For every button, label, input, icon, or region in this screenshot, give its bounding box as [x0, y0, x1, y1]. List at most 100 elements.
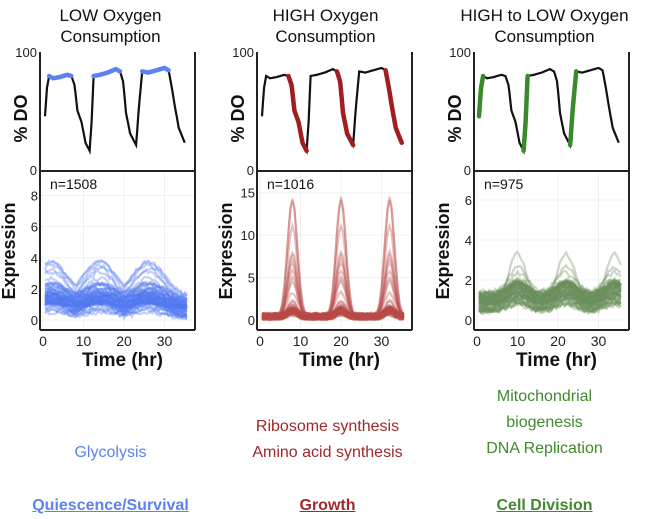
x-tick-label: 30: [157, 333, 173, 349]
expression-line: [478, 291, 621, 304]
expression-line: [261, 305, 405, 320]
expression-line: [44, 265, 188, 307]
expression-line: [261, 199, 405, 319]
expression-line: [262, 309, 405, 318]
expression-line: [262, 289, 404, 317]
expression-line: [478, 276, 622, 302]
process-list-high-to-low: Mitochondrial biogenesis DNA Replication: [437, 384, 652, 462]
expression-line: [478, 289, 622, 314]
do-tick-label: 100: [15, 45, 37, 60]
expression-line: [261, 247, 405, 320]
expression-line: [261, 312, 405, 321]
expression-line: [261, 221, 405, 320]
expression-axis-label: Expression: [433, 202, 453, 299]
expression-line: [261, 298, 405, 320]
expression-line: [261, 300, 405, 318]
title-line: LOW Oxygen: [59, 6, 162, 25]
expression-line: [261, 303, 405, 317]
expr-tick-label: 0: [465, 313, 472, 328]
expression-line: [261, 258, 405, 320]
expression-line: [261, 308, 405, 321]
expression-line: [261, 309, 405, 321]
expression-line: [478, 284, 621, 298]
expression-line: [479, 294, 622, 312]
expression-line: [261, 308, 405, 319]
do-highlight-segment: [334, 69, 356, 148]
expression-line: [44, 291, 188, 310]
expression-line: [478, 284, 622, 303]
x-tick-label: 10: [510, 333, 526, 349]
x-axis-label: Time (hr): [516, 350, 597, 371]
do-highlight-segment: [91, 66, 123, 79]
x-tick-label: 30: [374, 333, 390, 349]
expression-line: [478, 289, 622, 307]
n-count-label: n=975: [484, 176, 524, 192]
expression-line: [261, 310, 405, 319]
expression-line: [44, 284, 188, 301]
expression-line: [44, 280, 188, 306]
expression-line: [478, 289, 622, 309]
expression-line: [44, 294, 188, 311]
expression-line: [44, 299, 187, 313]
title-line: HIGH to LOW Oxygen: [460, 6, 629, 25]
expression-axis-label: Expression: [0, 202, 19, 299]
expression-line: [261, 310, 405, 321]
expression-line: [478, 292, 622, 307]
expression-line: [478, 291, 621, 307]
expression-line: [44, 289, 188, 303]
expr-tick-label: 15: [241, 186, 255, 201]
expression-line: [478, 281, 622, 304]
expression-line: [478, 295, 622, 313]
expression-line: [261, 306, 405, 317]
expression-line: [44, 275, 188, 309]
expression-line: [478, 286, 622, 309]
expression-line: [261, 306, 404, 319]
expression-line: [44, 287, 188, 304]
x-axis-label: Time (hr): [299, 350, 380, 371]
process-label: Mitochondrial: [496, 388, 593, 405]
expression-line: [478, 285, 622, 303]
expression-line: [261, 306, 405, 317]
expression-line: [44, 291, 188, 309]
process-list-high: Ribosome synthesis Amino acid synthesis: [220, 414, 435, 466]
expression-line: [478, 283, 622, 308]
expression-line: [44, 284, 188, 304]
expression-line: [44, 280, 188, 297]
expression-line: [44, 258, 188, 298]
expression-line: [44, 299, 188, 313]
expression-line: [44, 301, 188, 319]
expression-line: [478, 282, 622, 307]
expression-line: [44, 298, 188, 310]
do-axis-label: % DO: [228, 94, 248, 142]
do-tick-label: 100: [449, 45, 471, 60]
expr-tick-label: 0: [248, 313, 255, 328]
expression-line: [261, 310, 405, 322]
expression-line: [44, 289, 188, 304]
expression-line: [261, 308, 404, 320]
do-highlight-segment: [286, 73, 309, 154]
expression-line: [478, 278, 621, 300]
expression-line: [44, 298, 188, 320]
expression-line: [44, 299, 188, 315]
category-cell-division: Cell Division: [496, 497, 593, 514]
panel-title-low: LOW Oxygen Consumption: [3, 5, 218, 47]
expression-line: [261, 306, 405, 320]
do-highlight-segment: [139, 65, 171, 75]
expression-line: [478, 297, 622, 315]
title-line: Consumption: [275, 27, 376, 46]
expression-line: [44, 299, 188, 317]
expression-line: [478, 281, 622, 301]
process-label: Glycolysis: [74, 444, 147, 461]
expression-line: [478, 282, 622, 301]
expression-line: [44, 306, 188, 320]
process-list-low: Glycolysis: [3, 440, 218, 466]
x-tick-label: 30: [591, 333, 607, 349]
expression-line: [261, 267, 405, 316]
expression-line: [478, 278, 622, 302]
expression-line: [478, 280, 622, 299]
expression-line: [261, 278, 405, 316]
expression-line: [478, 298, 622, 312]
expression-line: [44, 306, 187, 321]
expression-line: [44, 300, 187, 315]
expression-line: [478, 282, 622, 307]
